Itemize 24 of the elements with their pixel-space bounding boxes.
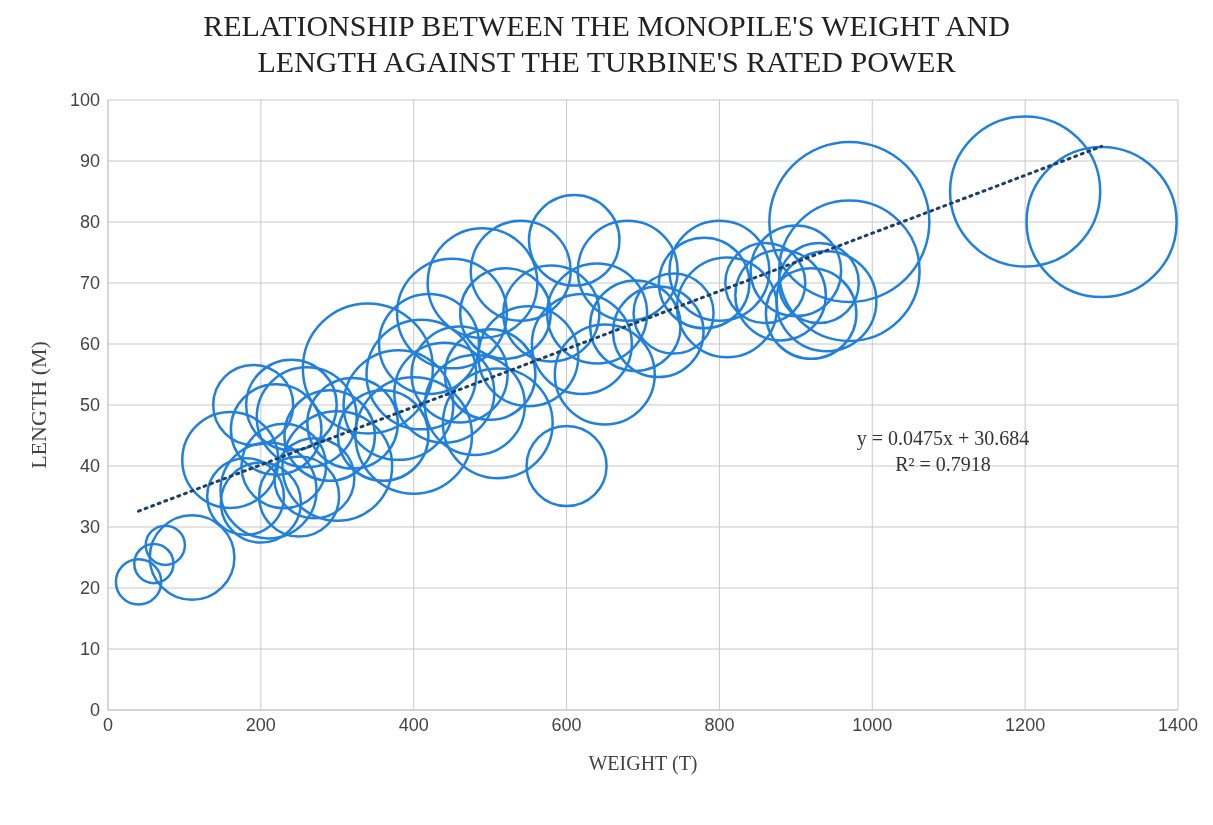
y-tick-label: 100 bbox=[69, 90, 100, 111]
y-tick-label: 90 bbox=[79, 151, 100, 172]
x-tick-label: 800 bbox=[704, 714, 735, 735]
y-tick-label: 50 bbox=[79, 395, 100, 416]
x-tick-label: 600 bbox=[551, 714, 582, 735]
y-tick-label: 70 bbox=[79, 273, 100, 294]
x-tick-label: 1400 bbox=[1157, 714, 1199, 735]
y-tick-label: 30 bbox=[79, 517, 100, 538]
annotation: R² = 0.7918 bbox=[894, 452, 992, 477]
y-tick-label: 20 bbox=[79, 578, 100, 599]
x-tick-label: 400 bbox=[398, 714, 429, 735]
y-tick-label: 60 bbox=[79, 334, 100, 355]
x-tick-label: 1200 bbox=[1005, 714, 1046, 735]
x-axis-title: WEIGHT (T) bbox=[588, 752, 698, 775]
x-tick-label: 0 bbox=[102, 714, 114, 735]
x-tick-label: 200 bbox=[245, 714, 276, 735]
y-tick-label: 80 bbox=[79, 212, 100, 233]
y-tick-label: 10 bbox=[79, 639, 100, 660]
x-tick-label: 1000 bbox=[852, 714, 893, 735]
y-tick-label: 0 bbox=[89, 700, 100, 721]
annotation: y = 0.0475x + 30.684 bbox=[855, 426, 1031, 451]
y-tick-label: 40 bbox=[79, 456, 100, 477]
chart-title: RELATIONSHIP BETWEEN THE MONOPILE'S WEIGHT AND LENGTH AGAINST THE TURBINE'S RATED POWER bbox=[202, 8, 1011, 80]
y-axis-title: LENGTH (M) bbox=[25, 341, 51, 469]
